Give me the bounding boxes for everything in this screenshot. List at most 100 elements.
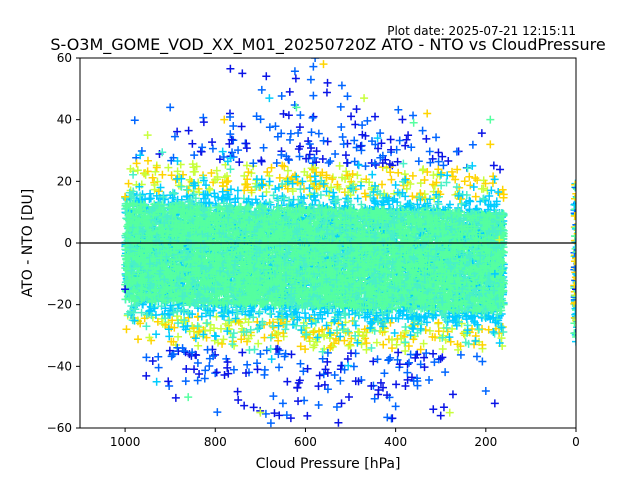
data-point [133, 166, 142, 175]
data-point [181, 377, 190, 386]
data-point [309, 91, 318, 100]
data-point [444, 157, 453, 166]
data-point [320, 380, 329, 389]
data-point [363, 116, 372, 125]
data-point [448, 324, 457, 333]
data-point [337, 361, 346, 370]
data-point [342, 167, 351, 176]
data-point [454, 345, 463, 354]
data-point [460, 177, 469, 186]
data-point [141, 170, 150, 179]
data-point [249, 159, 258, 168]
data-point [195, 188, 204, 197]
data-point [434, 148, 443, 157]
data-point [240, 401, 249, 410]
data-point [406, 350, 415, 359]
data-point [296, 342, 305, 351]
data-point [165, 346, 174, 355]
data-point [379, 383, 388, 392]
data-point [403, 375, 412, 384]
data-point [305, 150, 314, 159]
data-point [265, 123, 274, 132]
data-point [416, 345, 425, 354]
data-point [286, 135, 295, 144]
data-point [190, 167, 199, 176]
data-point [398, 115, 407, 124]
data-point [413, 200, 422, 209]
data-point [279, 109, 288, 118]
data-point [130, 116, 139, 125]
data-point [294, 129, 303, 138]
data-point [305, 140, 314, 149]
data-point [420, 363, 429, 372]
data-point [379, 323, 388, 332]
data-point [254, 339, 263, 348]
data-point [436, 354, 445, 363]
data-point [206, 320, 215, 329]
data-point [425, 147, 434, 156]
data-point [438, 353, 447, 362]
data-point [277, 92, 286, 101]
data-point [219, 153, 228, 162]
data-point [349, 362, 358, 371]
data-point [371, 112, 380, 121]
data-point [195, 369, 204, 378]
data-point [325, 191, 334, 200]
data-point [293, 383, 302, 392]
data-point [242, 139, 251, 148]
data-point [230, 341, 239, 350]
data-point [331, 150, 340, 159]
data-point [340, 336, 349, 345]
data-point [312, 158, 321, 167]
data-point [216, 324, 225, 333]
data-point [338, 133, 347, 142]
data-point [397, 334, 406, 343]
data-point [376, 378, 385, 387]
data-point [302, 154, 311, 163]
data-point [201, 326, 210, 335]
data-point [422, 134, 431, 143]
data-point [158, 170, 167, 179]
data-point [190, 365, 199, 374]
data-point [448, 167, 457, 176]
data-point [160, 310, 169, 319]
data-point [242, 368, 251, 377]
data-point [352, 105, 361, 114]
data-point [143, 156, 152, 165]
data-point [167, 171, 176, 180]
data-point [269, 392, 278, 401]
data-point [370, 394, 379, 403]
data-point [205, 185, 214, 194]
data-point [303, 364, 312, 373]
data-point [303, 411, 312, 420]
data-point [465, 172, 474, 181]
data-point [353, 160, 362, 169]
data-point [314, 129, 323, 138]
data-point [336, 102, 345, 111]
data-point [394, 168, 403, 177]
data-point [418, 166, 427, 175]
data-point [190, 333, 199, 342]
data-point [326, 157, 335, 166]
scatter-points [121, 58, 576, 428]
data-point [430, 358, 439, 367]
data-point [278, 192, 287, 201]
data-point [300, 167, 309, 176]
data-point [327, 183, 336, 192]
data-point [420, 176, 429, 185]
data-point [218, 339, 227, 348]
data-point [251, 195, 260, 204]
data-point [394, 105, 403, 114]
data-point [369, 357, 378, 366]
data-point [237, 122, 246, 131]
data-point [350, 136, 359, 145]
data-point [477, 184, 486, 193]
data-point [393, 355, 402, 364]
data-point [193, 376, 202, 385]
data-point [323, 137, 332, 146]
data-point [422, 349, 431, 358]
data-point [122, 325, 131, 334]
data-point [275, 411, 284, 420]
data-point [137, 146, 146, 155]
data-point [438, 152, 447, 161]
